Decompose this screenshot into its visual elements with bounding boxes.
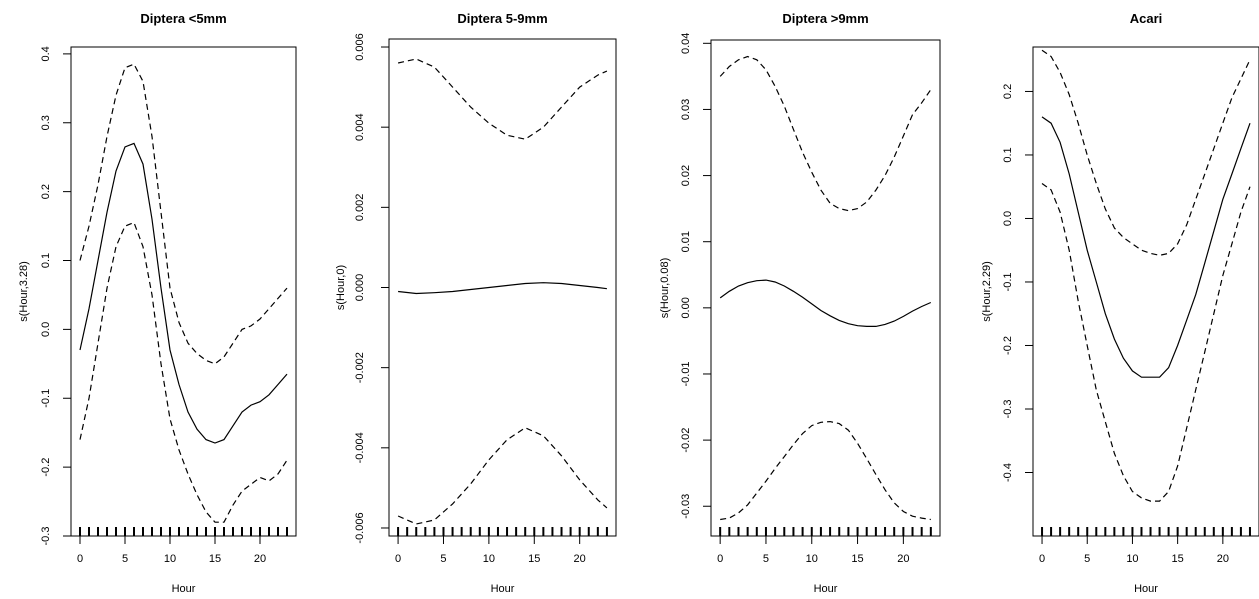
panel-3-y-tick-label: 0.02 [680, 165, 692, 186]
panel-2-x-axis-label: Hour [491, 583, 515, 595]
panel-4-x-tick-label: 10 [1126, 553, 1138, 565]
panel-4-lower-ci-line [1041, 183, 1251, 502]
panel-1-y-tick-label: 0.1 [40, 253, 52, 268]
panel-2-x-tick-label: 5 [440, 553, 446, 565]
panel-3-x-tick-label: 20 [897, 553, 909, 565]
panel-1-x-tick-label: 10 [164, 553, 176, 565]
panel-3-x-axis-label: Hour [814, 583, 838, 595]
panel-3-y-tick-label: -0.02 [680, 428, 692, 453]
panel-2-title: Diptera 5-9mm [457, 11, 547, 26]
panel-1-y-tick-label: -0.3 [40, 527, 52, 546]
panel-2-y-tick-label: -0.004 [354, 432, 366, 463]
panel-3-y-axis-label: s(Hour,0.08) [659, 258, 671, 319]
panel-1-y-tick-label: 0.2 [40, 184, 52, 199]
panel-3-y-tick-label: -0.03 [680, 494, 692, 519]
panel-2-y-tick-label: 0.004 [354, 113, 366, 141]
panel-2-y-tick-label: -0.002 [354, 352, 366, 383]
panel-3-y-tick-label: -0.01 [680, 361, 692, 386]
panel-3-x-tick-label: 10 [806, 553, 818, 565]
panel-3-x-tick-label: 0 [717, 553, 723, 565]
panel-1-x-tick-label: 0 [77, 553, 83, 565]
panel-1-x-axis-label: Hour [172, 583, 196, 595]
panel-3-lower-ci-line [720, 420, 931, 521]
panel-3-y-tick-label: 0.03 [680, 99, 692, 120]
panel-2-y-tick-label: 0.002 [354, 194, 366, 222]
panel-4-upper-ci-line [1041, 49, 1251, 256]
panel-1-x-tick-label: 20 [254, 553, 266, 565]
panel-1-y-tick-label: -0.1 [40, 389, 52, 408]
panel-1-smooth-line [79, 142, 288, 444]
panel-1-x-tick-label: 5 [122, 553, 128, 565]
panel-1-y-tick-label: 0.3 [40, 115, 52, 130]
panel-4-x-tick-label: 15 [1172, 553, 1184, 565]
panel-2-y-axis-label: s(Hour,0) [335, 265, 347, 310]
panel-2-x-tick-label: 20 [574, 553, 586, 565]
panel-4-x-tick-label: 0 [1039, 553, 1045, 565]
panel-1-upper-ci-line [79, 63, 288, 365]
panel-4-x-axis-label: Hour [1134, 583, 1158, 595]
panel-4-y-axis-label: s(Hour,2.29) [981, 261, 993, 322]
panel-2-x-tick-label: 10 [483, 553, 495, 565]
panel-3-x-tick-label: 5 [763, 553, 769, 565]
panel-2-x-tick-label: 0 [395, 553, 401, 565]
panel-1-title: Diptera <5mm [140, 11, 226, 26]
panel-4-y-tick-label: 0.0 [1002, 211, 1014, 226]
panel-4-y-tick-label: -0.1 [1002, 272, 1014, 291]
panel-3-frame [710, 39, 941, 537]
panel-1-x-tick-label: 15 [209, 553, 221, 565]
panel-1-frame [70, 46, 297, 537]
panel-4-x-tick-label: 5 [1084, 553, 1090, 565]
panel-3-title: Diptera >9mm [782, 11, 868, 26]
panel-4-x-tick-label: 20 [1217, 553, 1229, 565]
panel-2-frame [388, 38, 617, 537]
panel-4-title: Acari [1130, 11, 1163, 26]
panel-1-y-tick-label: -0.2 [40, 458, 52, 477]
panel-4-y-tick-label: 0.2 [1002, 84, 1014, 99]
panel-2-upper-ci-line [397, 58, 608, 140]
panel-3-y-tick-label: 0.01 [680, 231, 692, 252]
panel-4-y-tick-label: 0.1 [1002, 147, 1014, 162]
panel-1-y-axis-label: s(Hour,3.28) [18, 261, 30, 322]
panel-3-smooth-line [719, 279, 932, 327]
panel-1-lower-ci-line [79, 221, 288, 523]
panel-3-y-tick-label: 0.04 [680, 33, 692, 54]
panel-3-upper-ci-line [719, 55, 932, 212]
panel-1-y-tick-label: 0.0 [40, 322, 52, 337]
panel-2-x-tick-label: 15 [528, 553, 540, 565]
panel-2-y-tick-label: 0.006 [354, 33, 366, 61]
panel-3-x-tick-label: 15 [851, 553, 863, 565]
panel-2-y-tick-label: -0.006 [354, 512, 366, 543]
panel-4-y-tick-label: -0.2 [1002, 336, 1014, 355]
panel-4-y-tick-label: -0.4 [1002, 463, 1014, 482]
panel-4-smooth-line [1041, 116, 1251, 378]
panel-2-smooth-line [398, 282, 607, 295]
panel-4-frame [1032, 46, 1259, 537]
panel-2-lower-ci-line [397, 427, 608, 525]
panel-4-y-tick-label: -0.3 [1002, 400, 1014, 419]
panel-1-y-tick-label: 0.4 [40, 46, 52, 61]
panel-3-y-tick-label: 0.00 [680, 297, 692, 318]
panel-2-y-tick-label: 0.000 [354, 274, 366, 302]
